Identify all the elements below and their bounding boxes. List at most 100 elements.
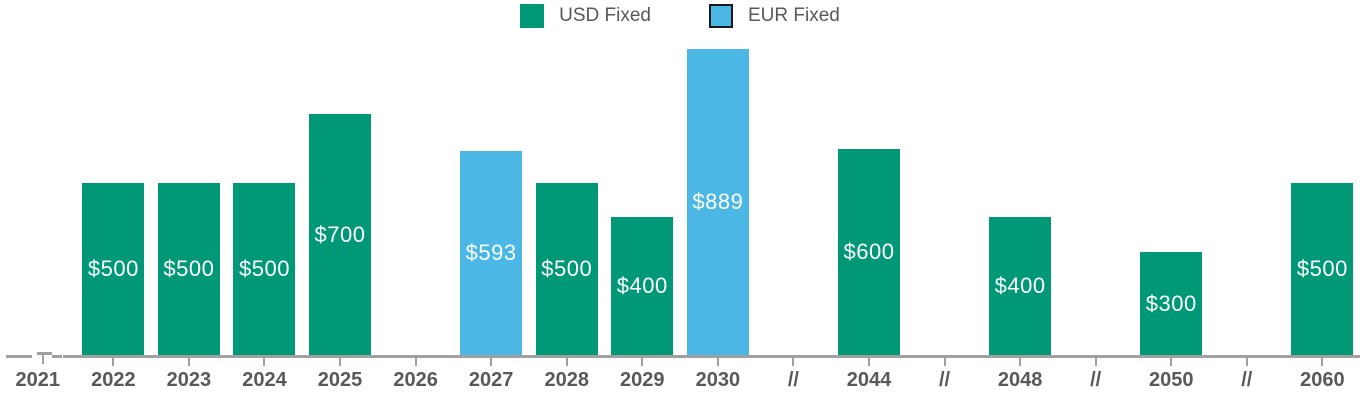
bar-2028-usd-fixed: $500	[535, 183, 598, 355]
tick-column	[1058, 358, 1134, 366]
chart-column	[1209, 0, 1285, 355]
chart-column: $400	[605, 0, 681, 355]
axis-tick	[867, 358, 870, 366]
bar-value-label: $300	[1145, 290, 1197, 316]
legend-swatch-icon	[709, 4, 733, 28]
bar-2044-usd-fixed: $600	[837, 149, 900, 355]
axis-tick	[716, 358, 719, 366]
x-axis-label: 2026	[393, 369, 438, 391]
x-label-column: 2030	[680, 369, 756, 392]
x-axis-labels: 2021 2022 2023 2024 2025 2026 2027 2028 2029 2030…	[0, 369, 1360, 392]
legend-label: USD Fixed	[559, 5, 651, 26]
tick-column	[982, 358, 1058, 366]
bar-2060-usd-fixed: $500	[1291, 183, 1354, 355]
x-axis-label: 2044	[846, 369, 892, 391]
chart-column	[378, 0, 454, 355]
axis-tick	[943, 358, 946, 366]
x-axis-label: //	[938, 369, 951, 391]
x-label-column: 2029	[605, 369, 681, 392]
x-axis-label: //	[787, 369, 799, 391]
bar-value-label: $593	[465, 240, 517, 265]
axis-tick	[1170, 358, 1173, 366]
x-label-column: 2027	[453, 369, 529, 392]
chart-column: $500	[529, 0, 605, 355]
bar-value-label: $889	[692, 189, 744, 214]
axis-tick	[1019, 358, 1022, 366]
x-label-column: 2060	[1285, 369, 1360, 392]
axis-tick	[792, 358, 795, 366]
chart-column: $300	[1133, 0, 1209, 355]
x-axis-label: 2050	[1148, 369, 1194, 391]
x-label-column: 2044	[831, 369, 907, 392]
bar-2023-usd-fixed: $500	[157, 183, 220, 355]
x-label-column: 2050	[1133, 369, 1209, 392]
bar-value-label: $500	[163, 256, 215, 281]
tick-column	[302, 358, 378, 366]
bar-value-label: $500	[87, 256, 139, 281]
chart-column: $593	[453, 0, 529, 355]
x-axis-label: 2030	[695, 369, 741, 391]
x-axis-label: 2023	[166, 369, 212, 391]
x-axis-label: 2060	[1300, 369, 1345, 391]
bar-2050-usd-fixed: $300	[1140, 252, 1203, 355]
chart-column: $400	[982, 0, 1058, 355]
chart-column: $500	[1285, 0, 1360, 355]
chart-column: $500	[151, 0, 227, 355]
bar-2025-usd-fixed: $700	[309, 114, 372, 355]
x-label-column: //	[756, 369, 832, 392]
bar-value-label: $700	[314, 221, 366, 247]
chart-column: $600	[831, 0, 907, 355]
axis-tick	[339, 358, 342, 366]
bar-value-label: $500	[541, 256, 593, 281]
tick-column	[227, 358, 303, 366]
bar-2029-usd-fixed: $400	[611, 217, 674, 355]
tick-column	[529, 358, 605, 366]
x-axis-label: 2028	[544, 369, 589, 391]
x-label-column: 2026	[378, 369, 454, 392]
chart-column: $500	[76, 0, 152, 355]
axis-tick	[565, 358, 568, 366]
tick-column	[0, 358, 76, 366]
x-label-column: 2048	[982, 369, 1058, 392]
x-axis-label: 2022	[91, 369, 136, 391]
x-axis-line	[63, 355, 1360, 358]
tick-column	[378, 358, 454, 366]
tick-column	[680, 358, 756, 366]
chart-column	[907, 0, 983, 355]
x-axis-label: //	[1090, 369, 1102, 391]
chart-column: $889	[680, 0, 756, 355]
x-axis-label: 2029	[620, 369, 665, 391]
x-label-column: 2025	[302, 369, 378, 392]
x-label-column: 2028	[529, 369, 605, 392]
x-label-column: //	[1058, 369, 1134, 392]
axis-tick	[112, 358, 115, 366]
chart-column: $700	[302, 0, 378, 355]
tick-column	[756, 358, 832, 366]
legend-label: EUR Fixed	[748, 5, 840, 26]
axis-tick	[414, 358, 417, 366]
legend-item-eur-fixed: EUR Fixed	[709, 4, 840, 28]
axis-tick	[490, 358, 493, 366]
x-axis-label: 2025	[317, 369, 363, 391]
x-label-column: //	[907, 369, 983, 392]
bar-2030-eur-fixed: $889	[686, 49, 749, 355]
bars-container: $500 $500 $500 $700 $593 $500 $400 $889 $600 $400…	[76, 0, 1360, 355]
x-axis-label: //	[1241, 369, 1253, 391]
tick-column	[907, 358, 983, 366]
x-axis-label: 2027	[468, 369, 514, 391]
axis-break-tick	[42, 352, 44, 364]
axis-tick	[1094, 358, 1097, 366]
axis-tick	[641, 358, 644, 366]
tick-column	[76, 358, 152, 366]
bar-value-label: $400	[616, 273, 668, 298]
x-label-column: 2023	[151, 369, 227, 392]
axis-ticks	[0, 358, 1360, 366]
x-axis-line-left-segment	[6, 355, 32, 358]
bar-2022-usd-fixed: $500	[82, 183, 145, 355]
bar-value-label: $500	[1296, 256, 1348, 281]
bar-2027-eur-fixed: $593	[460, 151, 523, 355]
legend: USD Fixed EUR Fixed	[0, 4, 1360, 28]
x-axis-label: 2048	[997, 369, 1043, 391]
legend-swatch-icon	[520, 4, 545, 28]
